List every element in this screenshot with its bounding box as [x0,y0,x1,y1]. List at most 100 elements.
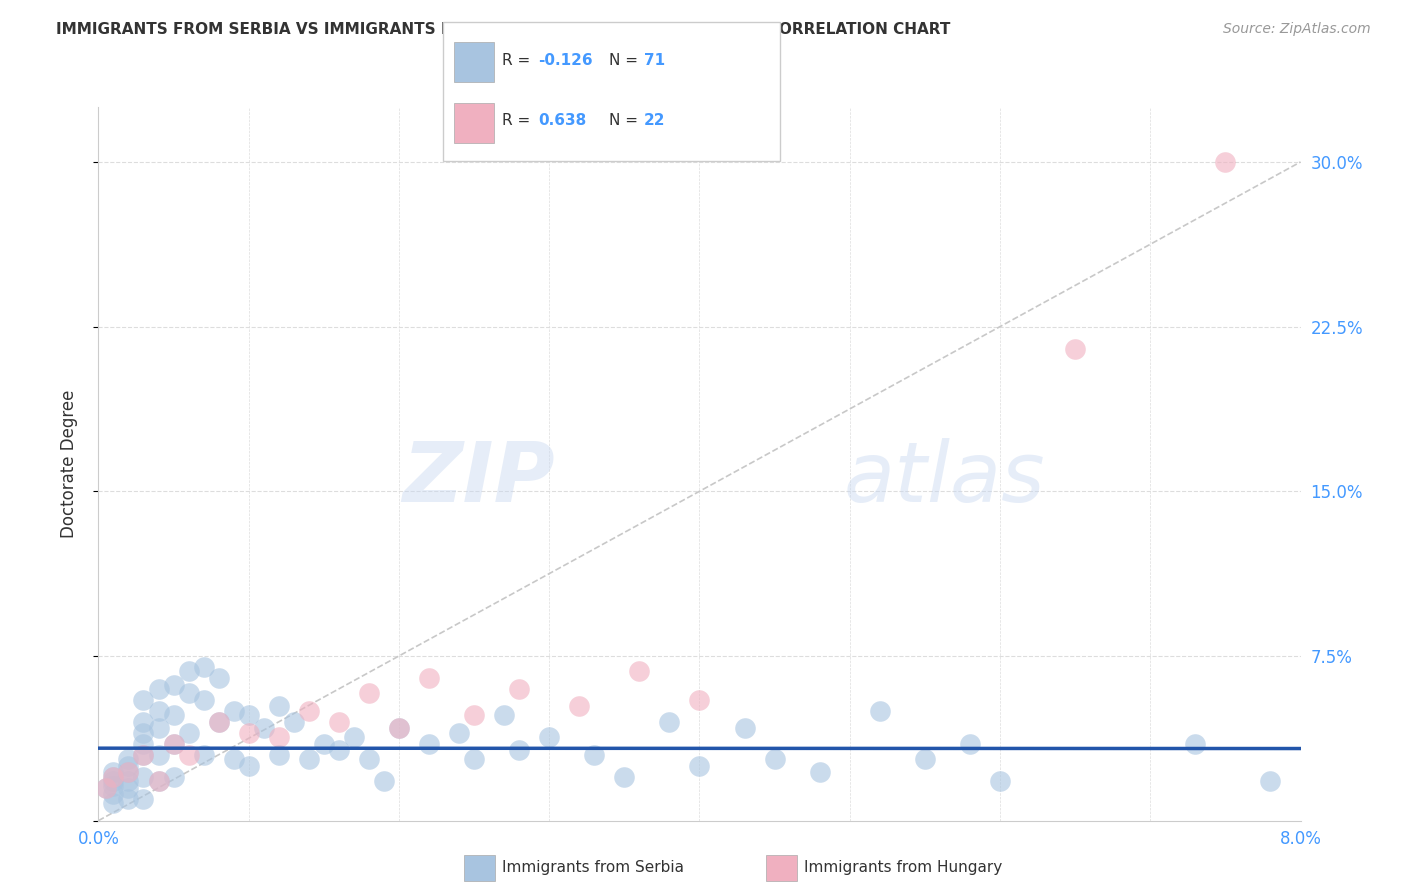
Point [193,747,215,762]
Text: ZIP: ZIP [402,438,555,518]
Point [148,681,170,696]
Point [988,774,1011,789]
Point [208,714,231,729]
Text: Immigrants from Serbia: Immigrants from Serbia [502,861,683,875]
Point [463,708,485,723]
Point [447,726,470,740]
Point [117,780,139,795]
Point [193,693,215,707]
Point [177,665,200,679]
Point [177,726,200,740]
Point [583,747,606,762]
Point [103,765,125,780]
Point [328,714,350,729]
Point [94,780,117,795]
Point [568,699,591,714]
Point [734,722,756,736]
Point [103,796,125,810]
Point [357,686,380,700]
Point [628,665,651,679]
Point [494,708,516,723]
Point [658,714,681,729]
Point [1215,155,1237,169]
Point [132,770,155,784]
Point [208,714,231,729]
Point [148,722,170,736]
Point [959,737,981,751]
Text: R =: R = [502,113,536,128]
Point [508,681,530,696]
Point [103,779,125,793]
Point [148,774,170,789]
Point [312,737,335,751]
Point [222,752,245,766]
Point [103,787,125,801]
Point [162,737,184,751]
Point [418,671,440,685]
Text: 22: 22 [644,113,665,128]
Point [1064,342,1087,356]
Text: Immigrants from Hungary: Immigrants from Hungary [804,861,1002,875]
Point [148,774,170,789]
Point [148,704,170,718]
Point [267,730,290,744]
Point [238,726,260,740]
Point [132,714,155,729]
Point [253,722,276,736]
Point [208,671,231,685]
Point [132,737,155,751]
Text: atlas: atlas [844,438,1046,518]
Point [1260,774,1282,789]
Y-axis label: Doctorate Degree: Doctorate Degree [59,390,77,538]
Point [869,704,891,718]
Text: 71: 71 [644,54,665,68]
Point [132,791,155,805]
Text: -0.126: -0.126 [538,54,593,68]
Point [103,774,125,789]
Point [132,747,155,762]
Point [689,693,711,707]
Point [117,752,139,766]
Point [418,737,440,751]
Point [162,737,184,751]
Point [763,752,786,766]
Point [298,704,321,718]
Point [177,686,200,700]
Point [193,660,215,674]
Point [222,704,245,718]
Point [177,747,200,762]
Point [103,770,125,784]
Point [148,747,170,762]
Point [117,791,139,805]
Point [613,770,636,784]
Point [343,730,366,744]
Point [388,722,411,736]
Point [373,774,395,789]
Text: 0.638: 0.638 [538,113,586,128]
Point [162,708,184,723]
Point [508,743,530,757]
Text: N =: N = [609,54,643,68]
Point [162,770,184,784]
Point [463,752,485,766]
Point [117,758,139,772]
Point [298,752,321,766]
Text: R =: R = [502,54,536,68]
Point [132,747,155,762]
Point [283,714,305,729]
Point [117,774,139,789]
Point [238,758,260,772]
Point [94,780,117,795]
Point [132,693,155,707]
Point [267,747,290,762]
Point [689,758,711,772]
Point [357,752,380,766]
Point [267,699,290,714]
Point [132,726,155,740]
Point [103,770,125,784]
Point [117,765,139,780]
Point [162,677,184,691]
Point [388,722,411,736]
Point [808,765,831,780]
Text: Source: ZipAtlas.com: Source: ZipAtlas.com [1223,22,1371,37]
